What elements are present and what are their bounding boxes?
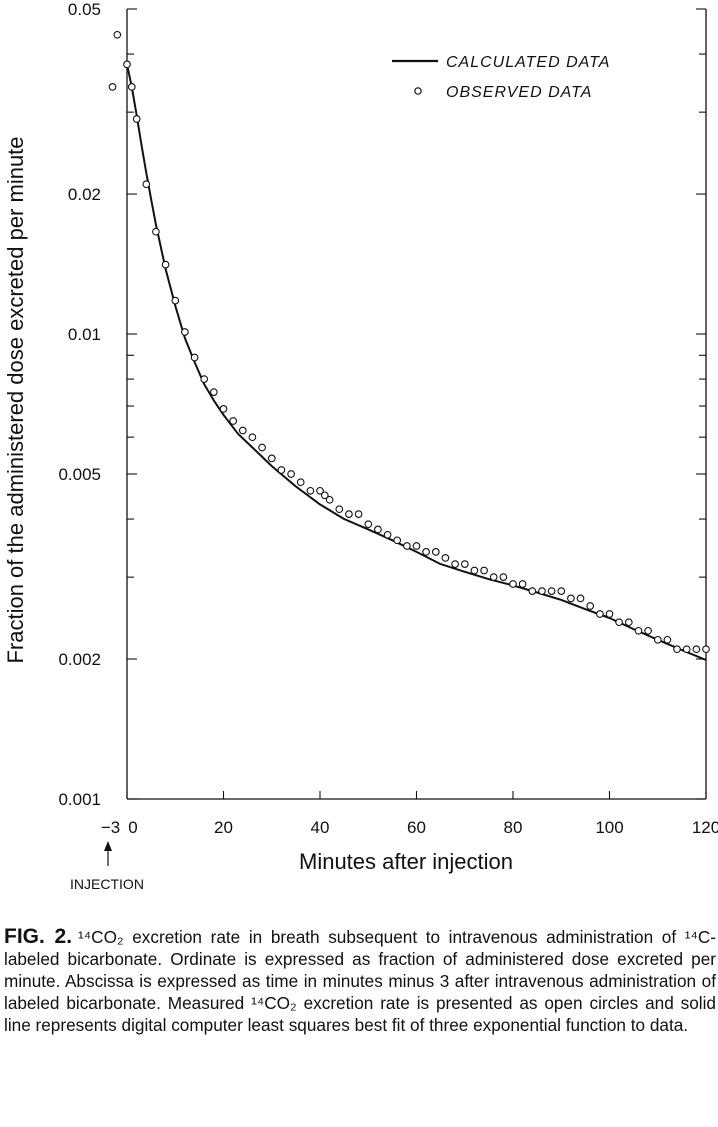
observed-data-point	[393, 536, 402, 545]
observed-data-point	[127, 83, 136, 91]
x-tick-label: 100	[595, 818, 623, 837]
observed-data-point	[605, 610, 614, 618]
observed-data-point	[567, 594, 575, 603]
observed-data-point	[431, 548, 440, 556]
observed-data-point	[296, 478, 305, 487]
observed-data-point	[682, 645, 691, 654]
observed-data-point	[190, 353, 199, 362]
observed-data-point	[499, 573, 508, 581]
observed-data-point	[460, 560, 469, 568]
x-tick-label: 120	[692, 818, 718, 837]
legend: CALCULATED DATA OBSERVED DATA	[392, 54, 610, 101]
x-tick-label: 40	[311, 818, 330, 837]
observed-data-point	[142, 180, 151, 189]
series-layer	[108, 30, 710, 661]
observed-data-point	[673, 645, 681, 654]
y-tick-label: 0.002	[58, 650, 101, 669]
observed-data-point	[229, 417, 238, 425]
figure-caption: FIG. 2. ¹⁴CO₂ excretion rate in breath su…	[4, 926, 716, 1036]
observed-data-point	[576, 594, 585, 603]
observed-data-point	[152, 227, 160, 236]
observed-data-point	[132, 115, 141, 123]
observed-data-point	[258, 443, 266, 452]
observed-data-point	[277, 466, 286, 474]
x-axis-ticks: −3 0 20 40 60 80 100 120	[101, 791, 718, 837]
observed-data-point	[374, 525, 382, 534]
observed-data-point	[325, 495, 334, 504]
legend-label-observed: OBSERVED DATA	[446, 84, 592, 101]
observed-data-point	[403, 542, 411, 550]
observed-data-point	[306, 486, 315, 495]
observed-data-point	[518, 580, 527, 588]
observed-data-point	[161, 260, 170, 269]
y-tick-label: 0.001	[58, 790, 101, 809]
x-tick-label: 20	[214, 818, 233, 837]
y-axis-title: Fraction of the administered dose excret…	[3, 136, 28, 663]
plot-frame	[126, 9, 707, 800]
observed-data-point	[489, 573, 498, 581]
observed-data-point	[345, 510, 353, 518]
observed-data-point	[422, 548, 430, 556]
observed-data-point	[412, 542, 421, 550]
injection-arrow-icon	[104, 841, 112, 851]
x-tick-label: 60	[407, 818, 426, 837]
figure-label: FIG. 2.	[4, 925, 73, 948]
observed-data-point	[528, 587, 537, 595]
x-axis-title: Minutes after injection	[299, 849, 513, 874]
chart: 0.001 0.002 0.005 0.01 0.02 0.05 −3 0 20 40 60 80 1…	[3, 0, 718, 892]
observed-data-point	[209, 388, 218, 396]
injection-marker: INJECTION	[70, 841, 144, 892]
y-tick-label: 0.01	[68, 325, 101, 344]
legend-circle-swatch	[414, 87, 422, 95]
observed-data-point	[171, 296, 180, 305]
observed-data-point	[470, 566, 479, 575]
observed-data-point	[181, 328, 189, 336]
observed-data-point	[653, 635, 662, 644]
observed-data-point	[644, 626, 652, 635]
observed-data-point	[219, 405, 228, 413]
observed-data-point	[596, 610, 604, 618]
observed-data-point	[320, 491, 329, 500]
x-tick-label: 80	[504, 818, 523, 837]
y-tick-label: 0.02	[68, 185, 101, 204]
x-tick-label: −3	[101, 818, 120, 837]
y-tick-label: 0.05	[68, 0, 101, 19]
observed-data-point	[200, 375, 209, 383]
observed-data-point	[364, 520, 373, 529]
observed-data-point	[335, 505, 344, 514]
observed-data-point	[586, 602, 595, 610]
observed-data-point	[702, 645, 710, 654]
observed-data-point	[624, 618, 633, 627]
observed-data-point	[248, 433, 257, 442]
legend-label-calculated: CALCULATED DATA	[446, 54, 610, 71]
observed-data-point	[316, 486, 324, 495]
observed-data-point	[108, 83, 117, 91]
observed-data-point	[354, 510, 363, 518]
observed-data-point	[267, 454, 276, 463]
caption-text: ¹⁴CO₂ excretion rate in breath subsequen…	[4, 927, 716, 1035]
observed-data-point	[123, 60, 131, 69]
observed-data-point	[663, 635, 672, 644]
observed-data-point	[383, 530, 392, 539]
observed-data-point	[547, 587, 556, 595]
observed-data-point	[287, 470, 295, 478]
injection-label: INJECTION	[70, 876, 144, 892]
observed-data-point	[441, 554, 450, 562]
observed-data-point	[538, 587, 546, 595]
observed-data-point	[480, 566, 488, 575]
x-tick-label: 0	[128, 818, 137, 837]
observed-data-point	[509, 580, 517, 588]
observed-data-point	[692, 645, 701, 654]
observed-data-point	[238, 426, 247, 435]
observed-data-point	[557, 587, 566, 595]
y-tick-label: 0.005	[58, 465, 101, 484]
observed-data-point	[113, 30, 122, 39]
observed-data-point	[451, 560, 459, 568]
observed-data-point	[634, 626, 643, 635]
calculated-data-line	[126, 64, 707, 661]
observed-data-point	[615, 618, 623, 627]
y-axis-ticks: 0.001 0.002 0.005 0.01 0.02 0.05	[58, 0, 706, 809]
